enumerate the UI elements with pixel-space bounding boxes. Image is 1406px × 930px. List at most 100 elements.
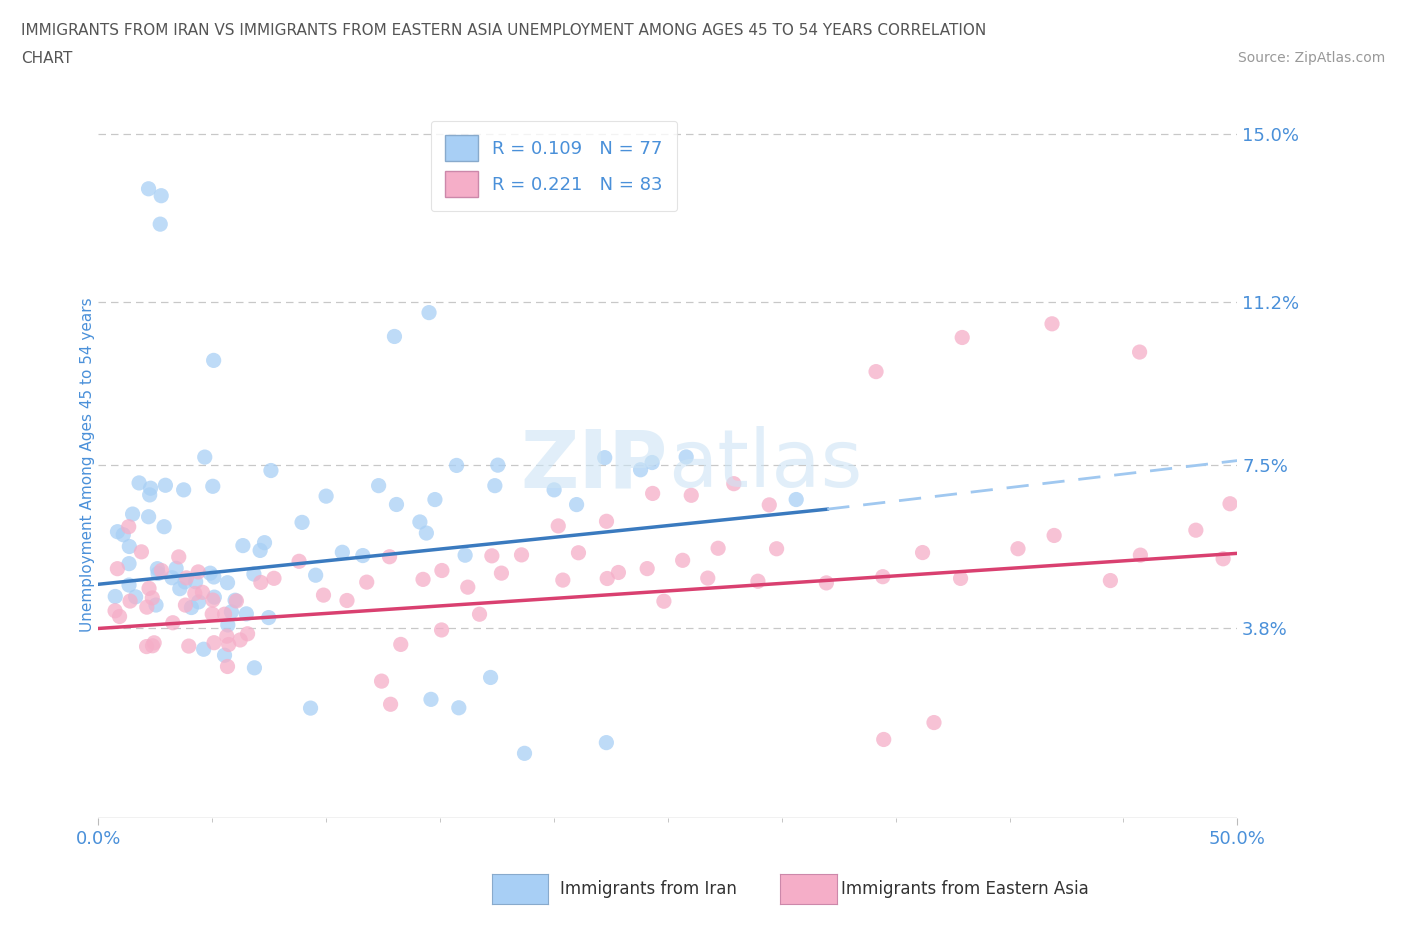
Point [112,527,135,542]
Point [232,538,254,553]
Point [118,556,141,571]
Point [250,575,273,590]
Point [201,592,224,607]
Point [218,637,240,652]
Text: Immigrants from Iran: Immigrants from Iran [560,880,737,898]
Point [180,600,202,615]
Point [370,673,392,688]
Point [217,576,239,591]
Point [607,565,630,580]
Point [257,610,280,625]
Point [201,606,224,621]
Point [352,548,374,563]
Point [681,488,703,503]
Point [385,497,408,512]
Point [630,462,652,477]
Point [221,604,243,619]
Point [149,217,172,232]
Point [120,593,142,608]
Point [911,545,934,560]
Point [217,659,239,674]
Legend: R = 0.109   N = 77, R = 0.221   N = 83: R = 0.109 N = 77, R = 0.221 N = 83 [430,121,678,211]
Point [596,571,619,586]
Point [187,565,209,579]
Point [641,486,664,501]
Point [815,576,838,591]
Point [263,571,285,586]
Point [513,746,536,761]
Point [135,600,157,615]
Point [785,492,807,507]
Point [356,575,378,590]
Point [758,498,780,512]
Point [107,525,129,539]
Point [184,575,207,590]
Point [446,458,468,472]
Point [235,606,257,621]
Point [124,590,146,604]
Point [567,545,589,560]
Point [1099,573,1122,588]
Point [430,622,453,637]
Point [162,616,184,631]
Point [253,536,276,551]
Point [593,450,616,465]
Point [118,578,141,592]
Point [1129,548,1152,563]
Point [160,570,183,585]
Point [949,571,972,586]
Point [135,639,157,654]
Point [141,591,163,605]
Point [138,581,160,596]
Point [243,660,266,675]
Text: Source: ZipAtlas.com: Source: ZipAtlas.com [1237,51,1385,65]
Point [153,519,176,534]
Point [384,329,406,344]
Point [217,618,239,632]
Point [305,567,328,582]
Point [1043,528,1066,543]
Point [169,581,191,596]
Point [1219,497,1241,512]
Point [174,598,197,613]
Point [224,592,246,607]
Point [249,543,271,558]
Text: CHART: CHART [21,51,73,66]
Point [173,483,195,498]
Point [214,648,236,663]
Text: atlas: atlas [668,426,862,504]
Point [707,541,730,556]
Point [146,566,169,581]
Point [873,732,896,747]
Point [105,561,128,576]
Point [167,550,190,565]
Point [184,586,207,601]
Point [747,574,769,589]
Point [187,594,209,609]
Point [155,478,177,493]
Point [565,498,588,512]
Point [260,463,283,478]
Point [652,593,675,608]
Point [447,700,470,715]
Point [176,570,198,585]
Point [131,544,153,559]
Point [486,458,509,472]
Point [146,561,169,576]
Point [214,606,236,621]
Point [215,629,238,644]
Point [243,566,266,581]
Point [138,510,160,525]
Point [481,549,503,564]
Point [641,455,664,470]
Point [1185,523,1208,538]
Point [177,639,200,654]
Point [389,637,412,652]
Point [236,627,259,642]
Point [128,475,150,490]
Point [430,563,453,578]
Point [202,569,225,584]
Point [454,548,477,563]
Point [291,515,314,530]
Point [672,552,695,567]
